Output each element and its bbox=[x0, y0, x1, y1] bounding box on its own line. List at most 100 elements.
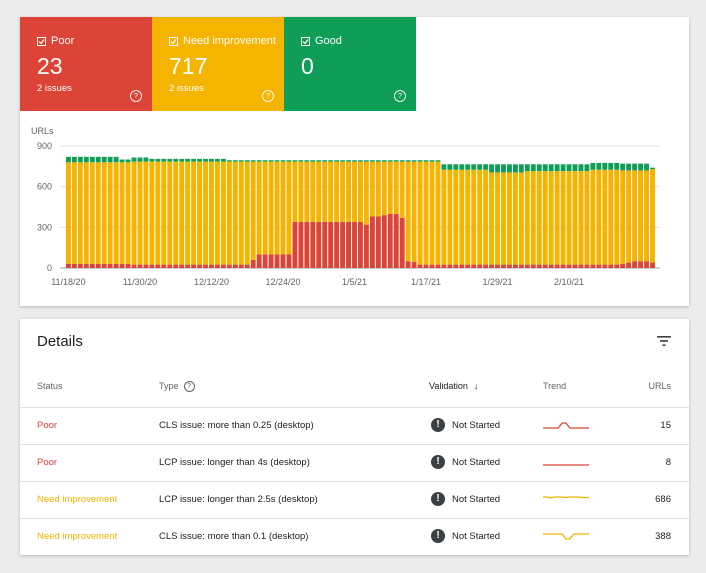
bar-segment bbox=[572, 264, 578, 268]
bar-segment bbox=[602, 162, 608, 170]
table-row[interactable]: Poor LCP issue: longer than 4s (desktop)!… bbox=[20, 444, 689, 482]
x-tick-label: 1/5/21 bbox=[342, 277, 367, 287]
need-improvement-tile[interactable]: Need improvement 717 2 issues ? bbox=[152, 17, 284, 111]
bar-segment bbox=[608, 264, 614, 268]
bar-segment bbox=[465, 169, 471, 265]
bar-segment bbox=[620, 163, 626, 171]
bar-segment bbox=[518, 172, 524, 265]
header-urls: URLs bbox=[648, 381, 671, 391]
row-urls: 388 bbox=[655, 531, 671, 542]
row-validation: Not Started bbox=[452, 420, 501, 431]
bar-segment bbox=[179, 158, 185, 162]
bar-segment bbox=[209, 264, 214, 268]
help-icon[interactable]: ? bbox=[130, 90, 142, 102]
bar-segment bbox=[298, 221, 304, 268]
bar-segment bbox=[477, 264, 483, 268]
table-row[interactable]: Need improvement CLS issue: more than 0.1… bbox=[20, 518, 689, 556]
bar-segment bbox=[304, 221, 310, 268]
bar-segment bbox=[197, 264, 202, 268]
bar-segment bbox=[399, 217, 405, 268]
bar-segment bbox=[405, 261, 411, 268]
bar-segment bbox=[352, 221, 357, 268]
bar-segment bbox=[465, 164, 471, 170]
bar-segment bbox=[214, 264, 220, 268]
bar-segment bbox=[238, 160, 244, 162]
checkbox-checked-icon[interactable] bbox=[37, 36, 46, 46]
help-icon[interactable]: ? bbox=[262, 90, 274, 102]
bar-segment bbox=[495, 264, 500, 268]
row-trend-sparkline bbox=[543, 533, 589, 540]
row-status: Poor bbox=[37, 420, 58, 431]
row-type: LCP issue: longer than 2.5s (desktop) bbox=[159, 494, 318, 505]
bar-segment bbox=[89, 162, 95, 264]
table-row[interactable]: Poor CLS issue: more than 0.25 (desktop)!… bbox=[20, 407, 689, 445]
bar-segment bbox=[358, 161, 363, 222]
bar-segment bbox=[536, 171, 542, 265]
bar-segment bbox=[405, 160, 411, 162]
row-validation: Not Started bbox=[452, 494, 501, 505]
bar-segment bbox=[530, 264, 536, 268]
bar-segment bbox=[131, 161, 137, 265]
bar-segment bbox=[250, 259, 256, 268]
bar-segment bbox=[596, 264, 602, 268]
bar-segment bbox=[489, 264, 495, 268]
bar-segment bbox=[298, 161, 304, 222]
bar-segment bbox=[250, 160, 256, 162]
poor-tile[interactable]: Poor 23 2 issues ? bbox=[20, 17, 152, 111]
bar-segment bbox=[131, 264, 137, 268]
bar-segment bbox=[286, 161, 292, 255]
bar-segment bbox=[232, 264, 238, 268]
bar-segment bbox=[524, 171, 530, 265]
help-icon[interactable]: ? bbox=[183, 381, 195, 393]
bar-segment bbox=[626, 262, 632, 268]
checkbox-checked-icon[interactable] bbox=[301, 36, 310, 46]
bar-segment bbox=[584, 164, 590, 172]
bar-segment bbox=[495, 164, 500, 173]
bar-segment bbox=[578, 264, 584, 268]
bar-segment bbox=[334, 161, 340, 222]
bar-segment bbox=[369, 160, 375, 162]
bar-segment bbox=[542, 171, 548, 265]
x-tick-label: 12/24/20 bbox=[265, 277, 300, 287]
bar-segment bbox=[71, 263, 77, 268]
bar-segment bbox=[125, 162, 131, 264]
bar-segment bbox=[346, 221, 351, 268]
bar-segment bbox=[280, 161, 286, 255]
bar-segment bbox=[566, 164, 572, 172]
bar-segment bbox=[113, 263, 119, 268]
help-icon[interactable]: ? bbox=[394, 90, 406, 102]
bar-segment bbox=[638, 170, 644, 262]
checkbox-checked-icon[interactable] bbox=[169, 36, 178, 46]
bar-segment bbox=[316, 160, 322, 162]
bar-segment bbox=[363, 161, 369, 225]
bar-segment bbox=[286, 254, 292, 268]
bar-segment bbox=[173, 264, 179, 268]
bar-segment bbox=[489, 172, 495, 265]
bar-segment bbox=[137, 264, 143, 268]
bar-segment bbox=[214, 161, 220, 265]
bar-segment bbox=[274, 160, 280, 162]
header-validation-wrap[interactable]: Validation ↓ bbox=[429, 381, 478, 391]
bar-segment bbox=[179, 161, 185, 265]
bar-segment bbox=[590, 264, 596, 268]
filter-icon[interactable] bbox=[657, 334, 671, 352]
bar-segment bbox=[644, 163, 649, 171]
bar-segment bbox=[483, 264, 489, 268]
bar-segment bbox=[602, 264, 608, 268]
bar-segment bbox=[596, 162, 602, 170]
header-status: Status bbox=[37, 381, 63, 391]
bar-segment bbox=[441, 264, 447, 268]
y-tick-label: 300 bbox=[37, 222, 52, 232]
bar-segment bbox=[542, 264, 548, 268]
bar-segment bbox=[161, 158, 167, 162]
bar-segment bbox=[453, 264, 459, 268]
good-tile[interactable]: Good 0 ? bbox=[284, 17, 416, 111]
bar-segment bbox=[346, 160, 351, 162]
bar-segment bbox=[316, 161, 322, 222]
table-row[interactable]: Need improvement LCP issue: longer than 2… bbox=[20, 481, 689, 519]
bar-segment bbox=[203, 264, 208, 268]
bar-segment bbox=[381, 160, 387, 162]
bar-segment bbox=[512, 172, 518, 265]
bar-segment bbox=[369, 216, 375, 268]
bar-segment bbox=[101, 162, 107, 264]
